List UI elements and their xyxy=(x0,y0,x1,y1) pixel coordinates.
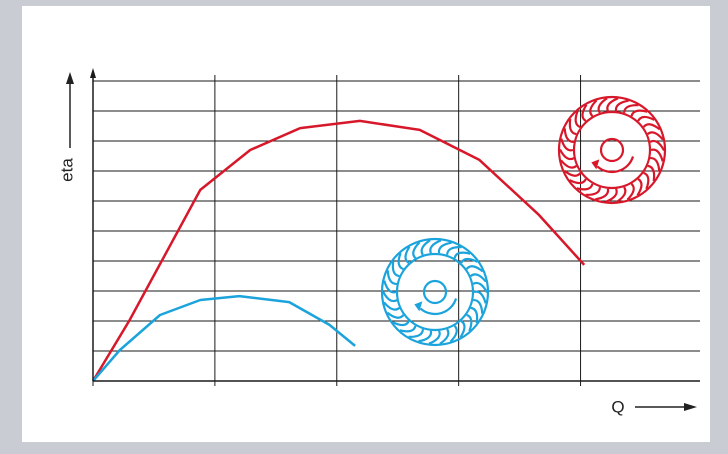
x-label-arrowhead xyxy=(684,403,697,411)
fan-blade xyxy=(391,260,400,278)
fan-blade xyxy=(404,246,411,264)
fan-rotation-arrow xyxy=(419,298,458,316)
fan-blade xyxy=(429,239,442,254)
fan-blade xyxy=(569,178,587,185)
fan-blade xyxy=(560,138,574,152)
series-line xyxy=(91,119,586,382)
fan-blade xyxy=(576,183,594,191)
fan-blade xyxy=(630,109,648,117)
fan-blade xyxy=(647,164,656,182)
fan-icon xyxy=(380,237,490,347)
fan-rotation-arrowhead xyxy=(414,301,423,312)
fan-blade xyxy=(473,290,487,304)
fan-blade xyxy=(581,104,588,122)
fan-hub xyxy=(422,279,448,305)
series-line xyxy=(92,294,356,382)
fan-blade xyxy=(606,97,619,112)
fan-blade xyxy=(623,104,639,114)
fan-blade xyxy=(574,110,581,129)
fan-blade xyxy=(559,148,575,161)
fan-blade xyxy=(437,241,452,254)
fan-blade xyxy=(650,156,661,172)
fan-blade xyxy=(469,273,487,283)
fan-ring xyxy=(572,110,652,190)
fan-blade xyxy=(449,325,458,343)
fan-blade xyxy=(386,311,405,319)
fan-blade xyxy=(386,270,397,286)
fan-blade xyxy=(460,257,478,264)
y-axis-label: eta xyxy=(57,158,76,182)
fan-blade xyxy=(563,169,582,177)
fan-blade xyxy=(392,320,410,327)
fan-hub xyxy=(599,137,625,163)
fan-blade xyxy=(597,97,608,114)
fan-blade xyxy=(589,99,598,117)
fan-ring xyxy=(395,252,475,332)
fan-blade xyxy=(560,159,578,169)
fan-blade xyxy=(439,328,450,345)
fan-outer xyxy=(380,237,490,347)
fan-blade xyxy=(383,280,397,294)
fan-blade xyxy=(637,115,655,122)
fan-blade xyxy=(649,139,665,152)
fan-blade xyxy=(470,306,479,324)
fan-rotation-arrowhead xyxy=(591,159,600,170)
fan-blade xyxy=(420,239,431,256)
fan-blade xyxy=(642,123,661,131)
fan-blade xyxy=(382,290,398,303)
fan-blade xyxy=(595,188,610,201)
fan-blade xyxy=(472,281,488,294)
fan-blade xyxy=(605,188,618,203)
fan-blade xyxy=(650,148,664,162)
fan-blade xyxy=(453,251,471,259)
fan-outer xyxy=(557,95,667,205)
fan-blade xyxy=(585,186,601,196)
fan-blade xyxy=(568,118,577,136)
fan-blade xyxy=(428,330,441,345)
fan-blade xyxy=(563,128,574,144)
fan-blade xyxy=(408,328,424,338)
y-label-arrowhead xyxy=(66,72,74,84)
fan-blade xyxy=(383,301,401,311)
fan-blade xyxy=(646,131,664,141)
fan-blade xyxy=(412,241,421,259)
fan-blade xyxy=(465,265,484,273)
fan-rotation-arrow xyxy=(596,156,635,174)
fan-blade xyxy=(473,298,484,314)
fan-blade xyxy=(397,252,404,271)
fan-blade xyxy=(446,246,462,256)
fan-icon xyxy=(557,95,667,205)
fan-blade xyxy=(616,186,627,203)
fan-blade xyxy=(626,183,635,201)
panel xyxy=(22,6,710,442)
fan-blade xyxy=(466,313,473,332)
fan-blade xyxy=(418,330,433,343)
fan-blade xyxy=(614,99,629,112)
fan-blade xyxy=(399,325,417,333)
fan-blade xyxy=(459,320,466,338)
fan-blade xyxy=(636,178,643,196)
fan-blade xyxy=(643,171,650,190)
x-axis-label: Q xyxy=(611,397,624,416)
